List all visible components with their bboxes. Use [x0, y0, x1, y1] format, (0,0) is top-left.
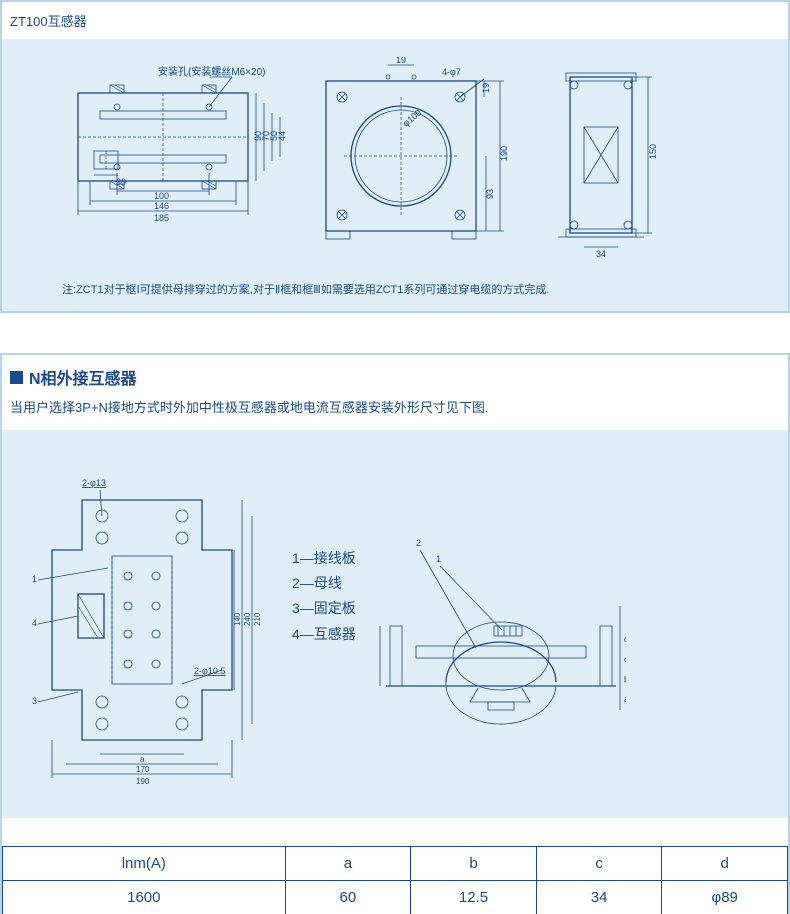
table-row: 1600 60 12.5 34 φ89 [3, 881, 788, 914]
top-section: ZT100互感器 [0, 0, 790, 313]
n-phase-diagram-panel: 1 4 3 2-φ13 2-φ10.5 240 210 140 190 170 [2, 430, 788, 818]
svg-text:185: 185 [154, 213, 169, 223]
cell-a: 60 [285, 881, 411, 914]
svg-text:30: 30 [116, 177, 126, 187]
zt100-note: 注:ZCT1对于框Ⅰ可提供母排穿过的方案,对于Ⅱ框和框Ⅲ如需要选用ZCT1系列可… [22, 281, 768, 297]
cell-b: 12.5 [411, 881, 537, 914]
svg-text:c: c [624, 655, 626, 664]
n-phase-title: N相外接互感器 [2, 355, 788, 397]
svg-text:b: b [624, 675, 626, 684]
zt100-side-drawing: 150 34 [548, 57, 678, 257]
n-phase-section: N相外接互感器 当用户选择3P+N接地方式时外加中性极互感器或地电流互感器安装外… [0, 353, 790, 914]
svg-text:240: 240 [243, 612, 252, 626]
svg-text:3: 3 [32, 696, 37, 706]
zt100-subhead: ZT100互感器 [2, 2, 788, 39]
zt100-middle-drawing: 4-φ7 φ100 19 19 190 93 [314, 57, 524, 257]
svg-text:a: a [624, 695, 626, 704]
legend-item-3: 3—固定板 [292, 596, 356, 621]
svg-text:34: 34 [596, 249, 606, 257]
svg-text:93: 93 [485, 189, 495, 199]
legend-item-2: 2—母线 [292, 571, 356, 596]
svg-text:190: 190 [136, 777, 150, 786]
svg-text:1: 1 [436, 554, 441, 564]
n-phase-left-drawing: 1 4 3 2-φ13 2-φ10.5 240 210 140 190 170 [22, 456, 272, 796]
svg-text:4-φ7: 4-φ7 [442, 67, 461, 77]
svg-text:60: 60 [376, 651, 378, 660]
svg-text:190: 190 [499, 146, 509, 161]
svg-text:1: 1 [32, 574, 37, 584]
th-c: c [536, 847, 662, 881]
cell-d: φ89 [662, 881, 788, 914]
th-lnm: lnm(A) [3, 847, 286, 881]
svg-text:44: 44 [277, 131, 287, 141]
svg-text:安装孔(安装螺丝M6×20): 安装孔(安装螺丝M6×20) [158, 65, 266, 78]
zt100-diagram-panel: 安装孔(安装螺丝M6×20) 185 146 100 30 90 70 [2, 39, 788, 311]
n-phase-legend: 1—接线板 2—母线 3—固定板 4—互感器 [292, 546, 356, 647]
svg-text:150: 150 [648, 144, 658, 159]
svg-text:a: a [140, 755, 145, 764]
legend-item-1: 1—接线板 [292, 546, 356, 571]
svg-text:210: 210 [253, 612, 262, 626]
cell-c: 34 [536, 881, 662, 914]
svg-text:d: d [624, 635, 626, 644]
square-bullet-icon [10, 371, 23, 384]
cell-lnm: 1600 [3, 881, 286, 914]
legend-item-4: 4—互感器 [292, 622, 356, 647]
n-phase-title-text: N相外接互感器 [29, 365, 137, 389]
svg-text:19: 19 [396, 57, 406, 65]
dimension-table: lnm(A) a b c d 1600 60 12.5 34 φ89 [2, 846, 788, 914]
svg-text:19: 19 [481, 83, 491, 93]
svg-text:2-φ13: 2-φ13 [82, 478, 106, 488]
zt100-front-drawing: 安装孔(安装螺丝M6×20) 185 146 100 30 90 70 [60, 57, 290, 227]
th-d: d [662, 847, 788, 881]
svg-text:100: 100 [154, 191, 169, 201]
th-b: b [411, 847, 537, 881]
svg-text:170: 170 [136, 765, 150, 774]
n-phase-desc: 当用户选择3P+N接地方式时外加中性极互感器或地电流互感器安装外形尺寸见下图. [2, 397, 788, 430]
svg-text:φ100: φ100 [401, 107, 423, 128]
svg-text:140: 140 [233, 612, 242, 626]
svg-text:146: 146 [154, 201, 169, 211]
n-phase-right-drawing: 2 1 60 a b c d [376, 506, 626, 746]
svg-text:2: 2 [416, 538, 421, 548]
th-a: a [285, 847, 411, 881]
svg-text:4: 4 [32, 618, 37, 628]
